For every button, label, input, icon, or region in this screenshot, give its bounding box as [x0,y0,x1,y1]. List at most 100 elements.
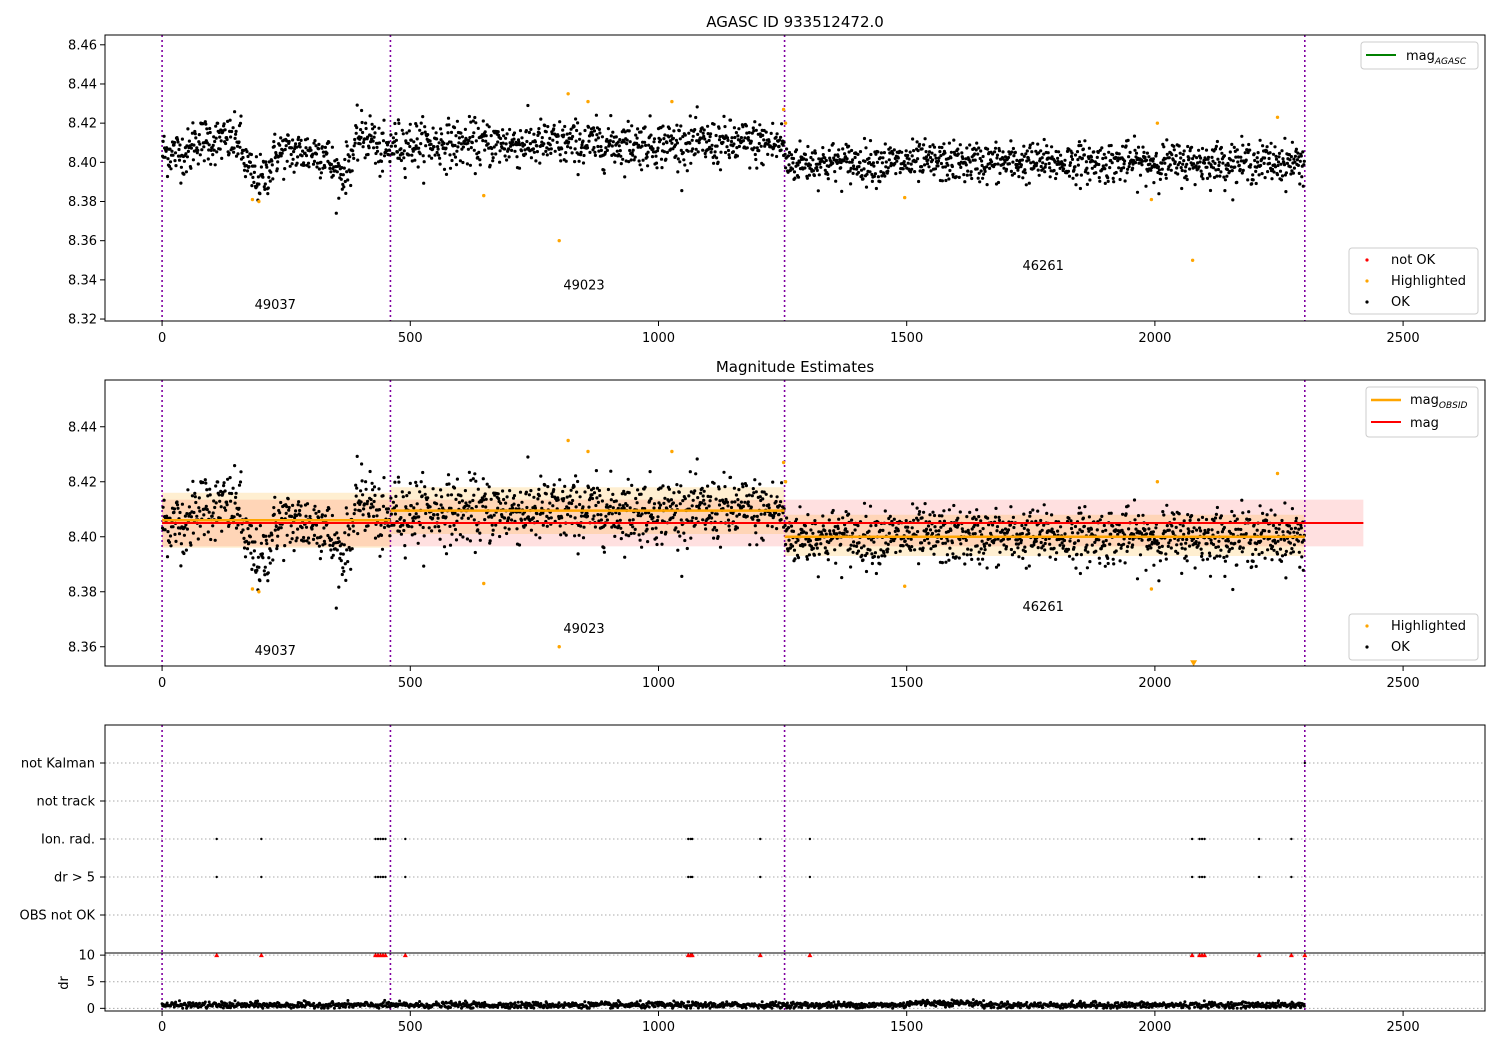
ok-point [599,518,604,522]
ok-point [1274,526,1278,530]
ok-point [817,530,821,534]
ok-point [613,153,617,157]
ok-point [212,135,216,139]
ok-point [268,561,272,565]
ok-point [375,149,380,153]
ok-point [1213,161,1217,165]
ok-point [834,561,838,565]
ok-point [454,163,459,167]
ok-point [1236,527,1240,531]
ok-point [980,163,984,168]
ok-point [903,163,907,167]
ok-point [637,511,641,515]
dr-gt5-flag-point [1290,875,1293,879]
ok-point [824,158,828,163]
ok-point [1087,146,1091,150]
ok-point [1109,532,1113,536]
ok-point [271,558,275,562]
ok-point [627,129,631,133]
ok-point [796,538,800,543]
ok-point [1030,150,1034,154]
ok-point [675,483,679,487]
ok-point [932,145,937,149]
ok-point [1086,171,1090,175]
ok-point [359,489,363,493]
ok-point [880,161,885,165]
ok-point [298,145,302,149]
ok-point [1043,548,1047,552]
ok-point [991,523,995,527]
ok-point [1073,165,1077,169]
ok-point [1229,531,1233,535]
ok-point [988,543,992,547]
ok-point [236,523,240,527]
ok-point [1217,539,1221,543]
ok-point [541,511,545,515]
ok-point [550,132,554,136]
ok-point [1278,169,1283,173]
ok-point [614,499,618,503]
ok-point [1111,557,1115,561]
ok-point [190,131,194,135]
ok-point [964,157,968,161]
ok-point [575,490,579,494]
panel3-row-grid [105,762,1485,916]
ok-point [1217,163,1221,168]
ok-point [302,161,306,165]
ok-point [483,130,487,134]
ok-point [238,480,243,484]
ok-point [965,173,969,177]
ok-point [1109,511,1113,515]
ok-point [811,531,815,535]
ok-point [228,476,232,480]
ok-point [197,496,201,500]
ok-point [424,511,428,516]
ok-point [290,162,294,166]
ok-point [579,524,583,528]
ok-point [242,546,247,550]
ok-point [340,166,344,170]
ok-point [1190,514,1194,518]
ok-point [864,514,868,519]
ok-point [527,493,532,497]
ok-point [371,505,375,509]
ok-point [490,515,494,519]
panel2-x-axis: 0 500 1000 1500 2000 2500 [158,666,1420,691]
ok-point [996,162,1000,166]
ok-point [879,151,884,155]
ok-point [341,173,345,177]
ok-point [1077,506,1081,510]
ok-point [571,134,575,139]
ok-point [726,148,731,153]
ok-point [222,481,226,485]
ok-point [822,160,826,164]
ok-point [1293,160,1297,164]
ok-point [1068,163,1072,167]
ok-point [556,498,560,502]
ok-point [1300,555,1304,559]
ok-point [1126,545,1130,549]
ok-point [1132,498,1137,502]
ok-point [312,141,316,145]
ok-point [836,154,840,158]
ok-point [1146,169,1150,173]
ok-point [1220,151,1224,155]
ok-point [1261,511,1265,515]
ok-point [225,503,229,507]
ok-point [195,514,199,518]
ok-point [1002,166,1006,170]
ok-point [481,139,485,143]
ok-point [185,511,189,516]
ok-point [1214,545,1218,550]
ok-point [318,557,322,561]
ok-point [269,549,273,553]
ok-point [732,486,737,490]
ok-point [549,151,553,155]
ok-point [774,143,778,147]
ok-point [852,540,856,544]
ok-point [192,510,196,515]
ok-point [1272,170,1276,174]
ok-point [1127,155,1131,159]
ok-point [651,147,655,151]
ok-point [951,172,955,177]
